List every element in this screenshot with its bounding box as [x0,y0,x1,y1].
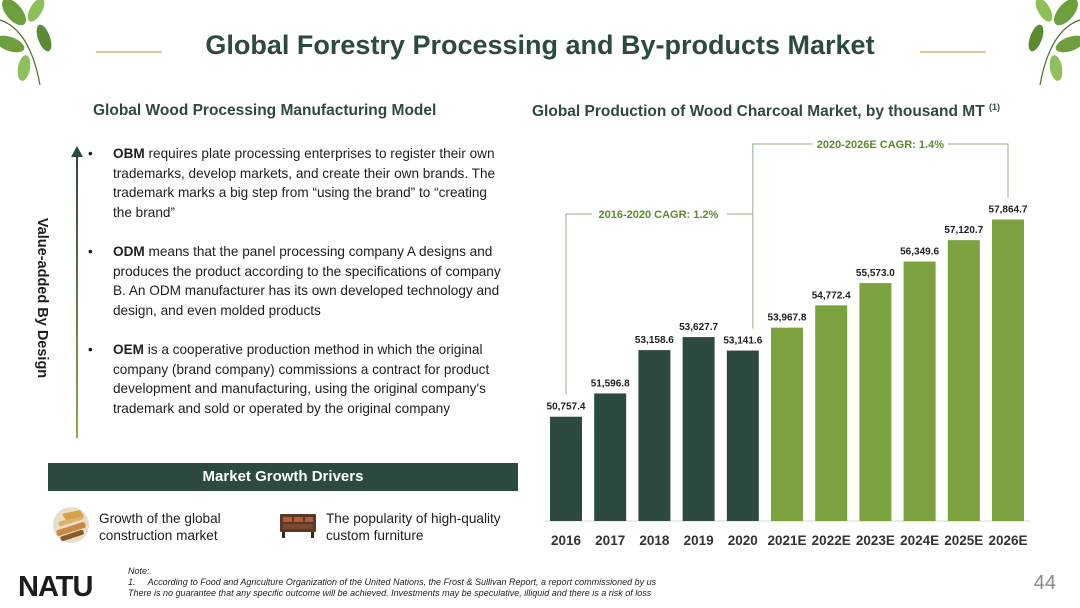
x-tick-label: 2025E [944,533,983,548]
market-growth-drivers-bar: Market Growth Drivers [48,463,518,491]
cagr-label-historical: 2016-2020 CAGR: 1.2% [598,209,718,221]
bar-2016 [550,416,582,521]
x-tick-label: 2022E [812,533,851,548]
value-label: 53,141.6 [723,336,762,347]
bullet-text: requires plate processing enterprises to… [113,146,496,220]
value-arrow-head [71,146,83,157]
x-tick-label: 2019 [684,533,714,548]
bar-2020 [726,350,759,521]
bar-2018 [638,350,671,521]
value-label: 57,864.7 [989,205,1028,216]
x-tick-label: 2024E [900,533,939,548]
bullet-odm: ODM means that the panel processing comp… [88,242,508,320]
x-tick-label: 2020 [728,533,758,548]
value-label: 50,757.4 [547,402,586,413]
bullet-term: OBM [113,146,145,161]
footnote: Note: 1. According to Food and Agricultu… [128,566,848,599]
x-tick-label: 2016 [551,533,582,548]
chart-footnote-marker: (1) [988,102,1000,112]
bar-2025E [947,240,980,521]
x-tick-label: 2021E [767,533,806,548]
driver-construction-label: Growth of the global construction market [99,511,221,543]
natu-logo: NATU [18,571,93,604]
manufacturing-model-heading: Global Wood Processing Manufacturing Mod… [93,102,437,119]
driver-furniture-label: The popularity of high-quality custom fu… [326,511,501,543]
chart-heading: Global Production of Wood Charcoal Marke… [532,102,1000,121]
value-arrow-line [76,156,78,438]
bar-2019 [682,337,715,521]
x-tick-label: 2017 [595,533,625,548]
furniture-icon [280,514,316,538]
bar-2017 [594,393,627,521]
value-label: 55,573.0 [856,268,895,279]
cagr-bracket-forecast [752,143,1009,214]
value-label: 57,120.7 [944,225,983,236]
bullet-text: means that the panel processing company … [113,244,501,318]
model-bullet-list: OBM requires plate processing enterprise… [88,144,508,438]
value-added-axis-label: Value-added By Design [34,217,50,379]
value-label: 53,627.7 [679,322,718,333]
x-tick-label: 2018 [639,533,670,548]
chart-heading-text: Global Production of Wood Charcoal Marke… [532,103,985,121]
value-label: 56,349.6 [900,247,939,258]
title-rule-left [96,51,162,53]
charcoal-production-chart: 50,757.4 2016 51,596.8 2017 53,158.6 2018 53,6… [544,139,1030,548]
value-label: 53,967.8 [768,313,807,324]
x-tick-label: 2026E [988,533,1027,548]
bullet-term: ODM [113,244,145,259]
bullet-text: is a cooperative production method in wh… [113,342,490,416]
leaves-top-right-decoration [1028,0,1080,86]
bar-2024E [903,261,936,521]
logo-text: NATU [18,571,93,603]
page-number: 44 [1033,572,1056,594]
x-tick-label: 2023E [856,533,895,548]
value-label: 51,596.8 [591,378,630,389]
bar-2021E [771,327,803,521]
page-title: Global Forestry Processing and By-produc… [205,30,875,60]
construction-icon [53,507,89,543]
note-line-2: There is no guarantee that any specific … [128,588,652,598]
title-rule-right [920,51,986,53]
bar-2023E [859,283,892,521]
value-label: 54,772.4 [812,290,851,301]
value-label: 53,158.6 [635,335,674,346]
leaves-top-left-decoration [0,0,52,86]
bullet-term: OEM [113,342,144,357]
note-line-1: 1. According to Food and Agriculture Org… [128,577,657,587]
bar-2026E [992,219,1024,521]
cagr-label-forecast: 2020-2026E CAGR: 1.4% [817,139,944,151]
bullet-obm: OBM requires plate processing enterprise… [88,144,508,222]
note-title: Note: [128,566,150,576]
bar-2022E [815,305,848,521]
bullet-oem: OEM is a cooperative production method i… [88,340,508,418]
